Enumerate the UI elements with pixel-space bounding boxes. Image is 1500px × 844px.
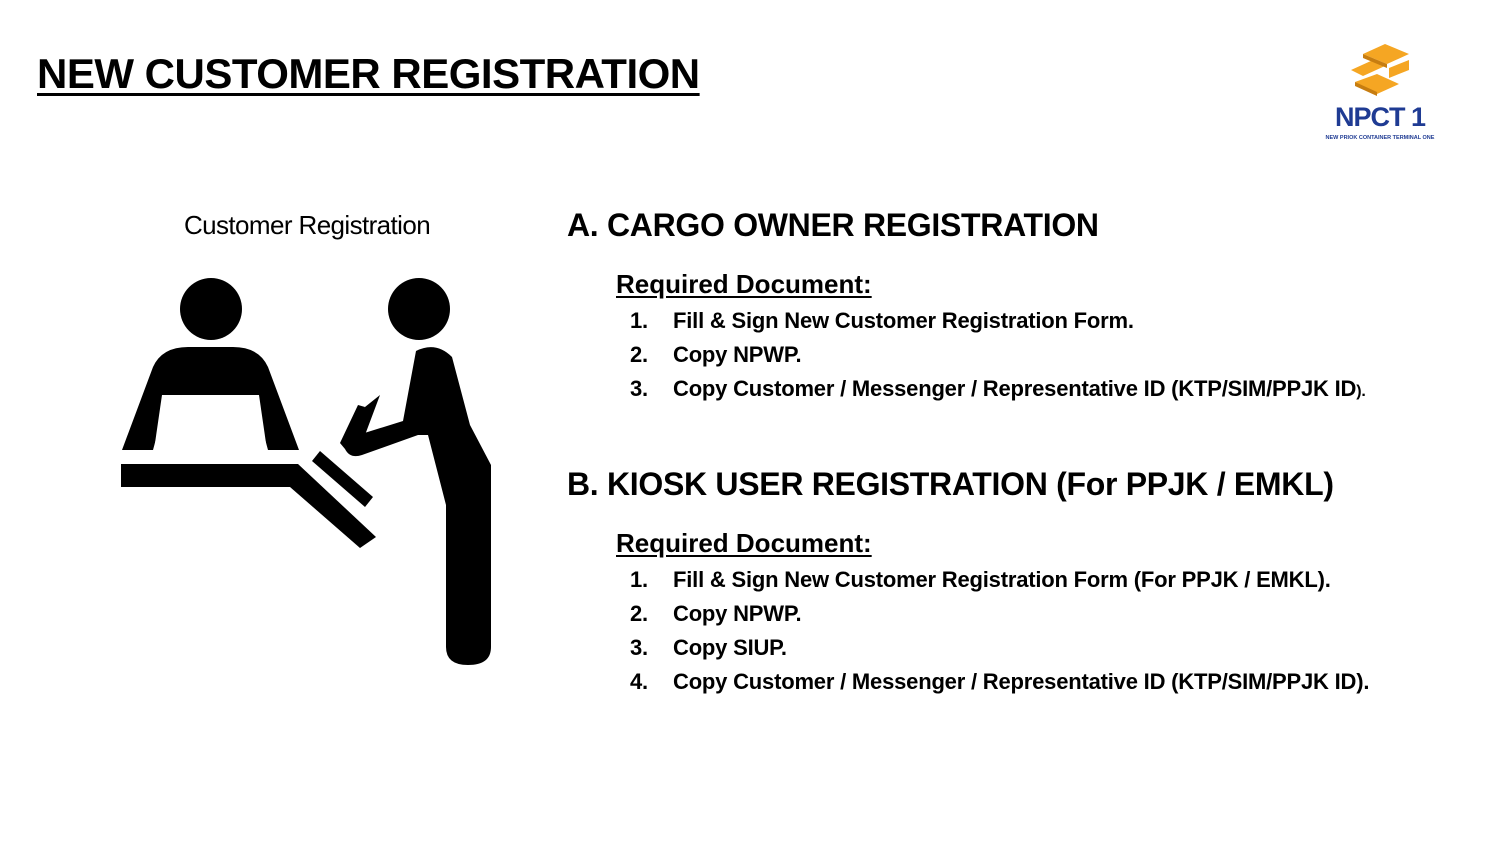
list-item-text: Copy NPWP.: [673, 601, 802, 626]
list-item-number: 1.: [630, 308, 648, 333]
list-item: 3. Copy SIUP.: [630, 631, 1369, 665]
list-item-number: 2.: [630, 601, 648, 626]
npct-logo: NPCT 1 NEW PRIOK CONTAINER TERMINAL ONE: [1305, 40, 1455, 150]
logo-wordmark: NPCT 1: [1334, 102, 1426, 132]
list-item: 2. Copy NPWP.: [630, 597, 1369, 631]
section-title-cargo-owner: A. CARGO OWNER REGISTRATION: [567, 207, 1099, 243]
list-item: 4. Copy Customer / Messenger / Representa…: [630, 665, 1369, 699]
list-item: 1. Fill & Sign New Customer Registration …: [630, 563, 1369, 597]
list-item: 1. Fill & Sign New Customer Registration …: [630, 304, 1366, 338]
list-item-text: Fill & Sign New Customer Registration Fo…: [673, 567, 1331, 592]
list-item-text: Copy Customer / Messenger / Representati…: [673, 669, 1370, 694]
registration-desk-icon: [121, 278, 491, 665]
list-item-number: 4.: [630, 669, 648, 694]
list-item-text: Copy SIUP.: [673, 635, 787, 660]
required-document-label: Required Document:: [616, 269, 872, 299]
list-item-number: 1.: [630, 567, 648, 592]
list-item-number: 2.: [630, 342, 648, 367]
list-item: 2. Copy NPWP.: [630, 338, 1366, 372]
logo-subtitle: NEW PRIOK CONTAINER TERMINAL ONE: [1325, 135, 1435, 141]
list-item-text: Fill & Sign New Customer Registration Fo…: [673, 308, 1134, 333]
npct-logo-mark-icon: [1351, 44, 1409, 96]
list-item-tail: ).: [1356, 383, 1366, 400]
required-document-label: Required Document:: [616, 528, 872, 558]
kiosk-user-document-list: 1. Fill & Sign New Customer Registration …: [630, 563, 1369, 699]
list-item: 3. Copy Customer / Messenger / Representa…: [630, 372, 1366, 406]
list-item-text: Copy Customer / Messenger / Representati…: [673, 376, 1357, 401]
illustration-caption: Customer Registration: [184, 210, 431, 240]
list-item-number: 3.: [630, 376, 648, 401]
section-title-kiosk-user: B. KIOSK USER REGISTRATION (For PPJK / E…: [567, 466, 1334, 502]
cargo-owner-document-list: 1. Fill & Sign New Customer Registration …: [630, 304, 1366, 406]
page-title: NEW CUSTOMER REGISTRATION: [37, 50, 700, 97]
list-item-number: 3.: [630, 635, 648, 660]
list-item-text: Copy NPWP.: [673, 342, 802, 367]
